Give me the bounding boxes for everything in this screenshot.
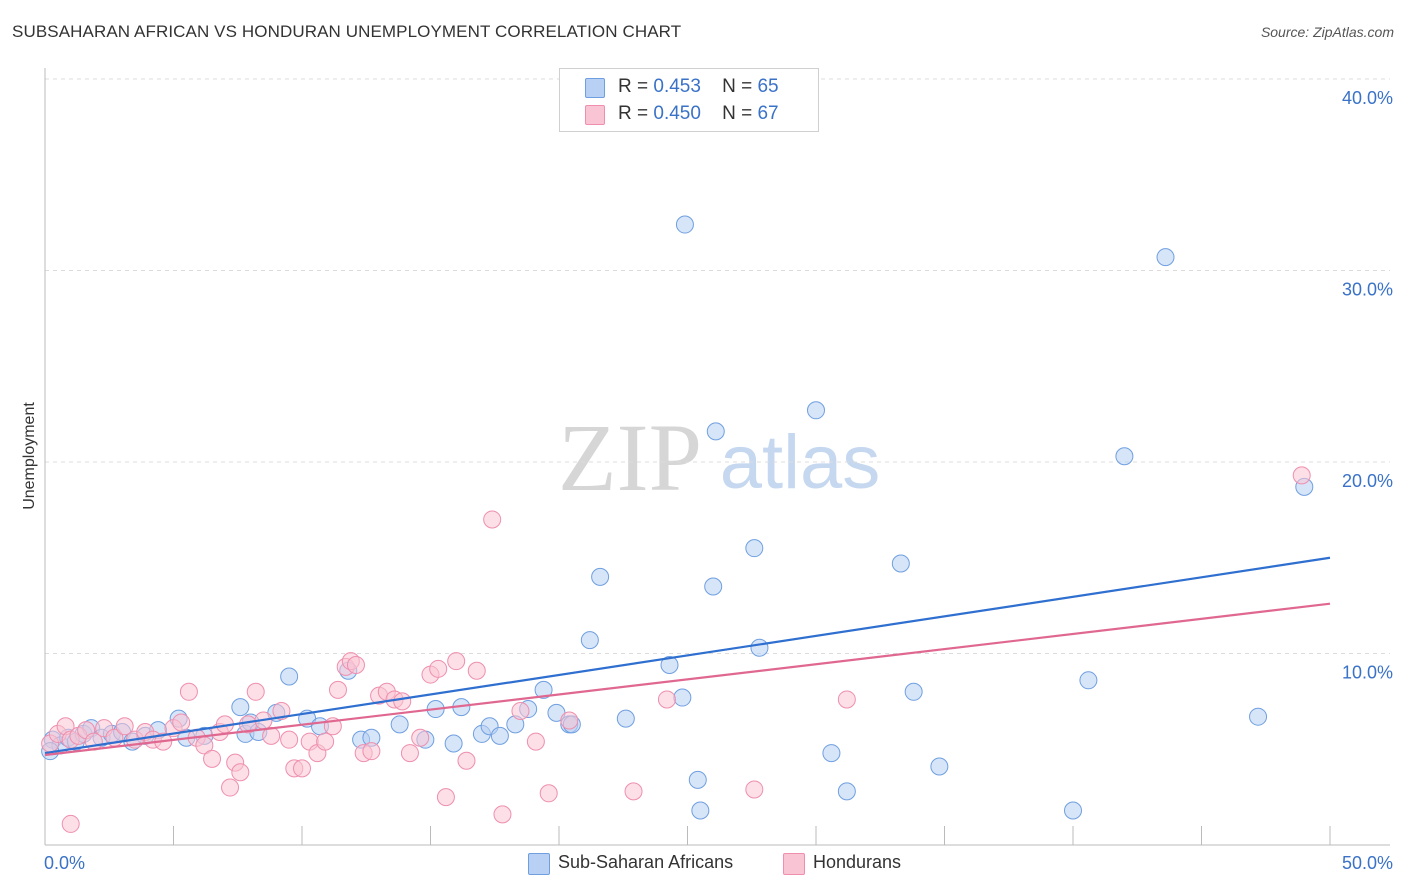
data-point: [1115, 447, 1134, 466]
legend-r-label: R =: [618, 76, 649, 97]
data-point: [493, 805, 512, 824]
data-point: [1156, 248, 1175, 267]
data-point: [704, 577, 723, 596]
data-point: [411, 728, 430, 747]
legend-swatch-sub-saharan: [585, 78, 605, 98]
data-point: [745, 780, 764, 799]
data-point: [280, 667, 299, 686]
data-point: [293, 759, 311, 778]
bottom-legend-swatch-hondurans: [783, 853, 805, 875]
data-point: [316, 732, 335, 751]
data-point: [660, 655, 679, 674]
data-point: [624, 782, 643, 801]
legend-r-value: 0.453: [653, 76, 701, 97]
data-point: [203, 749, 222, 768]
data-point: [891, 554, 910, 573]
data-point: [534, 680, 553, 699]
chart-title: SUBSAHARAN AFRICAN VS HONDURAN UNEMPLOYM…: [12, 22, 682, 41]
series-hondurans: [41, 466, 1311, 833]
data-point: [930, 757, 949, 776]
data-point: [675, 215, 694, 234]
data-point: [591, 567, 610, 586]
watermark-zip: ZIP: [558, 404, 702, 511]
data-point: [807, 401, 825, 420]
data-point: [837, 782, 856, 801]
data-point: [616, 709, 635, 728]
legend-n-label: N =: [722, 76, 753, 97]
bottom-legend-swatch-sub-saharan: [528, 853, 550, 875]
data-point: [483, 510, 502, 529]
data-point: [429, 659, 448, 678]
bottom-legend-label: Sub-Saharan Africans: [558, 852, 734, 872]
watermark: ZIP atlas: [558, 404, 880, 511]
legend-stats: R = 0.453 N = 65: [618, 76, 779, 98]
x-tick-label: 0.0%: [44, 853, 85, 873]
data-point: [688, 770, 707, 789]
data-point: [673, 688, 692, 707]
data-point: [272, 701, 291, 720]
legend-n-value: 65: [757, 76, 779, 97]
data-point: [231, 698, 250, 717]
data-point: [280, 730, 299, 749]
legend-n-value: 67: [757, 103, 779, 124]
data-point: [580, 631, 599, 650]
legend: R = 0.453 N = 65 R = 0.450 N = 67: [559, 68, 819, 132]
legend-swatch-hondurans: [585, 105, 605, 125]
data-point: [390, 715, 409, 734]
legend-n-label: N =: [722, 103, 753, 124]
y-tick-label: 40.0%: [1342, 88, 1393, 108]
legend-r-value: 0.450: [653, 103, 701, 124]
data-point: [179, 682, 198, 701]
source-label: Source: ZipAtlas.com: [1260, 24, 1394, 40]
data-point: [362, 742, 381, 761]
data-point: [837, 690, 856, 709]
legend-stats: R = 0.450 N = 67: [618, 103, 779, 125]
y-tick-label: 20.0%: [1342, 471, 1393, 491]
x-tick-label: 50.0%: [1342, 853, 1393, 873]
data-point: [467, 661, 486, 680]
data-point: [490, 726, 509, 745]
y-tick-label: 10.0%: [1342, 663, 1393, 683]
data-point: [691, 801, 710, 820]
data-point: [904, 682, 923, 701]
data-point: [172, 713, 191, 732]
data-point: [822, 744, 841, 763]
data-point: [115, 717, 134, 736]
data-point: [1064, 801, 1082, 820]
data-point: [246, 682, 265, 701]
trend-line-sub-saharan: [44, 556, 1331, 755]
data-point: [1249, 707, 1268, 726]
data-point: [393, 692, 412, 711]
data-point: [400, 744, 419, 763]
data-point: [436, 788, 455, 807]
data-point: [526, 732, 545, 751]
data-point: [231, 763, 250, 782]
data-point: [745, 539, 764, 558]
data-point: [1292, 466, 1311, 485]
data-point: [539, 784, 558, 803]
bottom-legend-label: Hondurans: [813, 852, 902, 872]
data-point: [560, 711, 579, 730]
data-point: [511, 701, 530, 720]
data-point: [346, 655, 365, 674]
data-point: [706, 422, 725, 441]
data-point: [1079, 671, 1098, 690]
data-point: [444, 734, 463, 753]
data-point: [457, 751, 476, 770]
legend-r-label: R =: [618, 103, 649, 124]
data-point: [61, 814, 80, 833]
trend-line-hondurans: [44, 602, 1331, 757]
data-point: [328, 680, 347, 699]
data-point: [657, 690, 676, 709]
y-tick-label: 30.0%: [1342, 280, 1393, 300]
data-point: [750, 638, 769, 657]
data-point: [221, 778, 240, 797]
data-point: [447, 652, 466, 671]
